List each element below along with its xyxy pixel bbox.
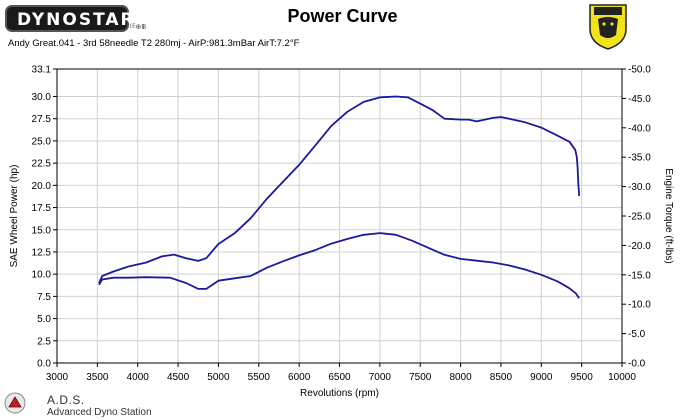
y2-tick-label: -45.0: [628, 94, 651, 105]
y-tick-label: 20.0: [32, 181, 52, 192]
chart-grid: [56, 68, 623, 364]
dynostar-logo: DYNOSTAR: [5, 5, 134, 32]
y2-axis-label: Engine Torque (ft-lbs): [663, 168, 674, 263]
y-tick-label: 17.5: [32, 203, 52, 214]
y2-tick-label: -25.0: [628, 212, 651, 223]
x-tick-label: 8000: [449, 372, 472, 383]
dynostar-logo-text: DYNOSTAR: [17, 10, 136, 30]
y2-tick-label: -5.0: [628, 329, 646, 340]
y-tick-label: 25.0: [32, 136, 52, 147]
power-curve-line: [98, 95, 581, 284]
y2-tick-label: -35.0: [628, 153, 651, 164]
x-tick-label: 5000: [207, 372, 230, 383]
y2-tick-label: -15.0: [628, 270, 651, 281]
y-tick-label: 15.0: [32, 225, 52, 236]
x-tick-label: 4500: [167, 372, 190, 383]
y2-tick-label: -50.0: [628, 65, 651, 76]
x-tick-label: 7000: [369, 372, 392, 383]
y2-tick-label: -20.0: [628, 241, 651, 252]
x-axis-label: Revolutions (rpm): [300, 388, 379, 399]
x-tick-label: 6500: [328, 372, 351, 383]
y-tick-label: 22.5: [32, 159, 52, 170]
x-tick-label: 5500: [248, 372, 271, 383]
ads-logo-icon: [4, 392, 26, 414]
x-tick-label: 3000: [46, 372, 69, 383]
y2-tick-label: -40.0: [628, 123, 651, 134]
chart-title: Power Curve: [287, 6, 398, 26]
y-tick-label: 5.0: [37, 314, 51, 325]
plot-frame: [56, 68, 623, 364]
chart-series: [98, 95, 581, 299]
logo-small-text: ᴸᴱ⊕Ⅲ: [130, 24, 147, 31]
crest-logo-icon: [589, 4, 627, 50]
y2-tick-label: -0.0: [628, 359, 646, 370]
chart-axes: 3000 3500 4000 4500 5000 5500 6000 6500 7000 7500…: [32, 65, 652, 384]
x-tick-label: 9500: [571, 372, 594, 383]
y-axis-label: SAE Wheel Power (hp): [9, 165, 20, 268]
x-tick-label: 9000: [530, 372, 553, 383]
x-tick-label: 7500: [409, 372, 432, 383]
y-tick-label: 10.0: [32, 270, 52, 281]
torque-curve-line: [98, 232, 580, 299]
x-tick-label: 6000: [288, 372, 311, 383]
y-tick-label: 7.5: [37, 292, 51, 303]
y-tick-label: 27.5: [32, 114, 52, 125]
ads-brand-subtitle: Advanced Dyno Station: [47, 407, 152, 418]
x-tick-label: 8500: [490, 372, 513, 383]
y2-tick-label: -30.0: [628, 182, 651, 193]
y2-tick-label: -10.0: [628, 300, 651, 311]
x-tick-label: 3500: [86, 372, 109, 383]
run-info-subtitle: Andy Great.041 - 3rd 58needle T2 280mj -…: [8, 38, 300, 49]
ads-brand: A.D.S.: [47, 393, 85, 407]
x-tick-label: 10000: [608, 372, 636, 383]
y-tick-label: 30.0: [32, 92, 52, 103]
y-tick-label: 12.5: [32, 247, 52, 258]
y-tick-label: 2.5: [37, 336, 51, 347]
y-tick-label: 33.1: [32, 65, 52, 76]
x-tick-label: 4000: [127, 372, 150, 383]
y-tick-label: 0.0: [37, 359, 51, 370]
